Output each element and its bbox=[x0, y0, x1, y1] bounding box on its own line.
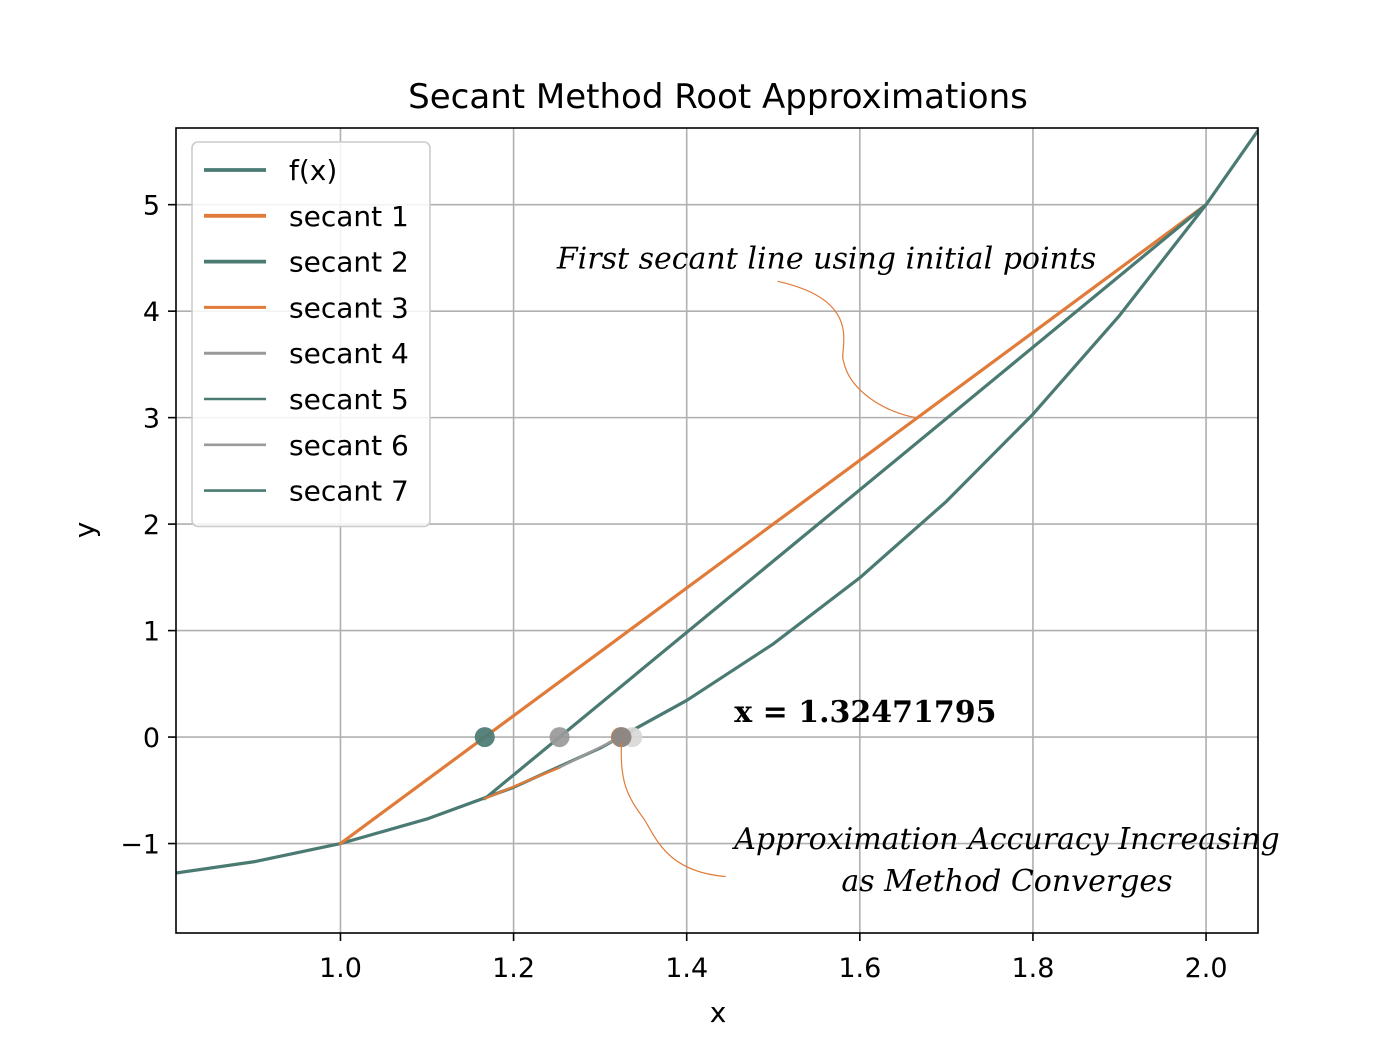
legend-label: secant 5 bbox=[289, 383, 409, 416]
annotation-arrow-2 bbox=[620, 742, 726, 878]
root-marker-5 bbox=[611, 727, 632, 748]
root-marker-2 bbox=[549, 727, 570, 748]
legend-label: secant 7 bbox=[289, 475, 409, 508]
x-tick-label: 1.4 bbox=[665, 953, 708, 984]
root-marker-1 bbox=[474, 727, 495, 748]
annotation-convergence-line-2: as Method Converges bbox=[841, 864, 1172, 899]
plot-frame bbox=[175, 127, 1259, 934]
x-tick-label: 1.8 bbox=[1011, 953, 1054, 984]
legend-label: secant 4 bbox=[289, 337, 409, 370]
x-tick-label: 2.0 bbox=[1185, 953, 1228, 984]
y-tick-label: 3 bbox=[143, 404, 160, 435]
legend-label: secant 2 bbox=[289, 246, 409, 279]
annotation-first-secant: First secant line using initial points bbox=[556, 242, 1096, 277]
legend-box bbox=[191, 141, 431, 528]
annotation-arrow-1 bbox=[777, 280, 917, 419]
annotation-convergence: Approximation Accuracy Increasing as Meth… bbox=[731, 822, 1279, 899]
y-tick-label: 0 bbox=[143, 723, 160, 754]
legend-label: f(x) bbox=[289, 154, 337, 187]
annotation-convergence-line-1: Approximation Accuracy Increasing bbox=[731, 822, 1279, 857]
legend-label: secant 3 bbox=[289, 291, 409, 324]
grid bbox=[176, 128, 1258, 933]
secant-line-3 bbox=[483, 766, 561, 800]
annotation-layer: First secant line using initial points x … bbox=[556, 242, 1280, 899]
y-tick-label: −1 bbox=[120, 830, 160, 861]
x-axis-label: x bbox=[710, 996, 727, 1029]
legend-label: secant 1 bbox=[289, 200, 409, 233]
secant-line-2 bbox=[483, 203, 1208, 801]
series-layer bbox=[176, 128, 1258, 875]
y-axis-label: y bbox=[68, 522, 101, 539]
x-tick-label: 1.6 bbox=[838, 953, 881, 984]
y-tick-label: 1 bbox=[143, 617, 160, 648]
y-tick-label: 4 bbox=[143, 297, 160, 328]
legend-label: secant 6 bbox=[289, 429, 409, 462]
chart-title: Secant Method Root Approximations bbox=[408, 77, 1028, 117]
y-tick-label: 5 bbox=[143, 191, 160, 222]
function-curve bbox=[176, 128, 1258, 875]
annotation-root-value: x = 1.32471795 bbox=[734, 695, 996, 730]
legend: f(x) secant 1 secant 2 secant 3 secant 4 seca… bbox=[191, 141, 431, 528]
x-tick-label: 1.0 bbox=[319, 953, 362, 984]
x-tick-label: 1.2 bbox=[492, 953, 535, 984]
y-tick-label: 2 bbox=[143, 510, 160, 541]
tick-layer: 1.0 1.2 1.4 1.6 1.8 2.0 −1 0 1 2 3 4 5 bbox=[120, 191, 1227, 984]
